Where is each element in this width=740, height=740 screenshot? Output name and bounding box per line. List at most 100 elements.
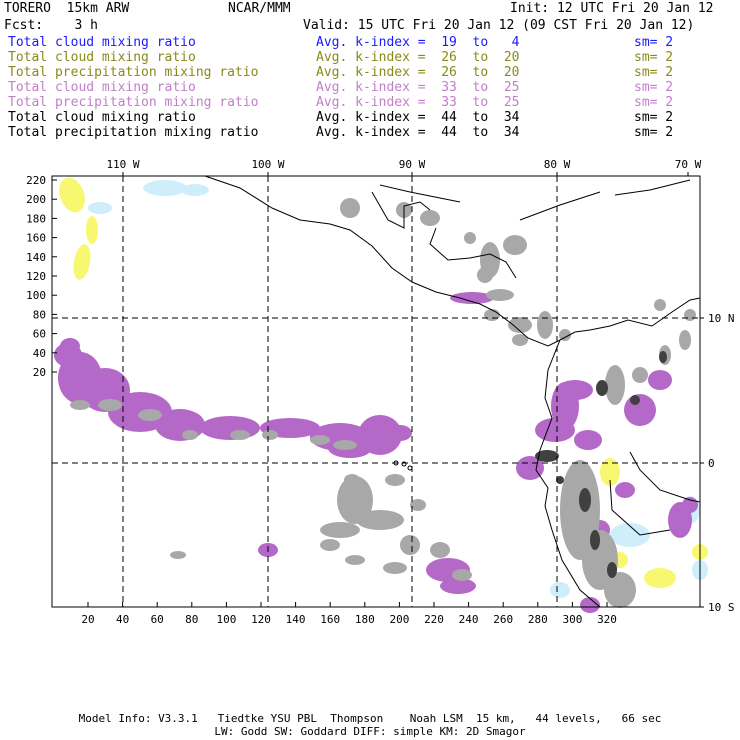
longitude-label: 90 W bbox=[399, 158, 426, 171]
cloud-blob bbox=[86, 216, 98, 244]
map-border bbox=[51, 175, 701, 608]
cloud-blob bbox=[659, 351, 667, 363]
valid-time: Valid: 15 UTC Fri 20 Jan 12 (09 CST Fri … bbox=[303, 18, 695, 33]
cloud-blob bbox=[464, 232, 476, 244]
cloud-blob bbox=[486, 289, 514, 301]
forecast-hour: Fcst: 3 h bbox=[4, 18, 98, 33]
left-tick-label: 140 bbox=[26, 251, 46, 264]
cloud-blob bbox=[345, 555, 365, 565]
legend-field: Total cloud mixing ratio bbox=[8, 80, 196, 95]
model-title: TORERO 15km ARW bbox=[4, 1, 130, 16]
cloud-blob bbox=[559, 329, 571, 341]
legend-kindex: Avg. k-index = 33 to 25 bbox=[316, 95, 520, 110]
cloud-blob bbox=[320, 522, 360, 538]
coastline bbox=[614, 179, 691, 196]
cloud-blob bbox=[648, 370, 672, 390]
legend-kindex: Avg. k-index = 33 to 25 bbox=[316, 80, 520, 95]
cloud-blob bbox=[605, 365, 625, 405]
bottom-tick-label: 80 bbox=[185, 613, 198, 626]
weather-map: 220 200 180 160 140 120 100 80 60 40 20 20 40 60 80 100… bbox=[26, 158, 735, 626]
legend-kindex: Avg. k-index = 26 to 20 bbox=[316, 65, 520, 80]
cloud-blob bbox=[684, 309, 696, 321]
cloud-blob bbox=[59, 177, 85, 213]
cloud-blob bbox=[624, 394, 656, 426]
latitude-label: 10 N bbox=[708, 312, 735, 325]
cloud-blob bbox=[400, 535, 420, 555]
coastline bbox=[559, 297, 701, 341]
coastline bbox=[519, 191, 601, 221]
cloud-blob bbox=[320, 539, 340, 551]
legend-field: Total cloud mixing ratio bbox=[8, 50, 196, 65]
cloud-blob bbox=[344, 474, 360, 486]
legend-field: Total cloud mixing ratio bbox=[8, 110, 196, 125]
cloud-blob bbox=[138, 409, 162, 421]
cloud-blob bbox=[503, 235, 527, 255]
cloud-blob bbox=[356, 510, 404, 530]
bottom-tick-label: 260 bbox=[493, 613, 513, 626]
cloud-blob bbox=[537, 311, 553, 339]
island bbox=[401, 461, 407, 467]
bottom-tick-label: 200 bbox=[389, 613, 409, 626]
organization-label: NCAR/MMM bbox=[228, 1, 291, 16]
left-tick-label: 80 bbox=[33, 308, 46, 321]
model-info-line1: Model Info: V3.3.1 Tiedtke YSU PBL Thomp… bbox=[78, 712, 662, 725]
legend-smoothing: sm= 2 bbox=[634, 95, 674, 110]
cloud-blob bbox=[596, 380, 608, 396]
longitude-label: 110 W bbox=[106, 158, 139, 171]
longitude-label: 100 W bbox=[251, 158, 284, 171]
cloud-blob bbox=[477, 267, 493, 283]
legend-smoothing: sm= 2 bbox=[634, 110, 674, 125]
bottom-tick-label: 100 bbox=[216, 613, 236, 626]
cloud-blob bbox=[610, 523, 650, 547]
plot-header: TORERO 15km ARW NCAR/MMM Init: 12 UTC Fr… bbox=[0, 0, 740, 150]
cloud-blob bbox=[388, 425, 412, 441]
coastline bbox=[629, 451, 701, 503]
cloud-blob bbox=[632, 367, 648, 383]
cloud-blob bbox=[484, 309, 500, 321]
cloud-blob bbox=[654, 299, 666, 311]
cloud-blob bbox=[579, 488, 591, 512]
model-info-line2: LW: Godd SW: Goddard DIFF: simple KM: 2D… bbox=[214, 725, 526, 738]
cloud-blob bbox=[73, 244, 91, 280]
cloud-blob bbox=[385, 474, 405, 486]
bottom-tick-label: 60 bbox=[151, 613, 164, 626]
bottom-tick-label: 180 bbox=[355, 613, 375, 626]
cloud-blob bbox=[262, 430, 278, 440]
cloud-blob bbox=[630, 395, 640, 405]
left-tick-label: 220 bbox=[26, 174, 46, 187]
cloud-blob bbox=[88, 202, 112, 214]
cloud-blob bbox=[440, 578, 476, 594]
legend-kindex: Avg. k-index = 19 to 4 bbox=[316, 35, 520, 50]
bottom-tick-label: 280 bbox=[528, 613, 548, 626]
left-tick-label: 180 bbox=[26, 212, 46, 225]
cloud-blob bbox=[181, 184, 209, 196]
cloud-blob bbox=[682, 497, 698, 513]
cloud-blob bbox=[143, 180, 187, 196]
cloud-blob bbox=[310, 435, 330, 445]
cloud-blob bbox=[98, 399, 122, 411]
bottom-tick-label: 300 bbox=[562, 613, 582, 626]
cloud-blob bbox=[337, 476, 373, 524]
coastline bbox=[429, 227, 517, 279]
cloud-blob bbox=[516, 456, 544, 480]
legend-kindex: Avg. k-index = 44 to 34 bbox=[316, 110, 520, 125]
legend-field: Total precipitation mixing ratio bbox=[8, 65, 259, 80]
cloud-blob bbox=[600, 458, 620, 486]
legend-smoothing: sm= 2 bbox=[634, 50, 674, 65]
cloud-blob bbox=[383, 562, 407, 574]
cloud-blob bbox=[170, 551, 186, 559]
cloud-blob bbox=[182, 430, 198, 440]
init-time: Init: 12 UTC Fri 20 Jan 12 bbox=[510, 1, 714, 16]
bottom-tick-label: 240 bbox=[459, 613, 479, 626]
cloud-blob bbox=[604, 572, 636, 608]
cloud-blob bbox=[590, 530, 600, 550]
cloud-blob bbox=[574, 430, 602, 450]
legend-smoothing: sm= 2 bbox=[634, 125, 674, 140]
legend-kindex: Avg. k-index = 44 to 34 bbox=[316, 125, 520, 140]
coastline bbox=[535, 339, 601, 608]
cloud-blob bbox=[560, 460, 600, 560]
longitude-label: 70 W bbox=[675, 158, 702, 171]
left-tick-label: 100 bbox=[26, 289, 46, 302]
cloud-blob bbox=[644, 568, 676, 588]
cloud-blob bbox=[679, 330, 691, 350]
